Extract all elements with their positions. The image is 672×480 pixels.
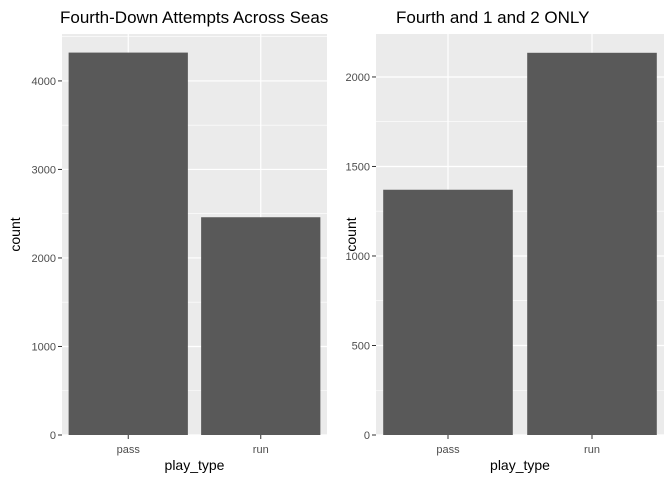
y-tick-label: 0 [50,430,56,442]
chart-title: Fourth and 1 and 2 ONLY [396,8,589,27]
chart-fourth-and-short: 0 500 1000 1500 2000 pass run play_type count Fou… [343,8,664,473]
x-tick-label: run [584,444,600,456]
y-axis-title: count [7,217,23,251]
bar-run [527,52,657,435]
x-tick-label: pass [436,444,460,456]
y-tick-label: 3000 [32,164,56,176]
x-tick-label: pass [117,444,141,456]
chart-fourth-down-attempts: 0 1000 2000 3000 4000 pass run play_type count Fo… [7,8,328,473]
y-tick-label: 500 [352,340,370,352]
y-tick-label: 0 [364,430,370,442]
y-axis-title: count [343,217,359,251]
x-axis-title: play_type [490,457,550,473]
bar-pass [383,189,513,435]
y-tick-label: 1000 [346,251,370,263]
y-tick-label: 2000 [346,72,370,84]
y-tick-label: 1000 [32,341,56,353]
x-axis-title: play_type [165,457,225,473]
y-tick-label: 1500 [346,161,370,173]
chart-title: Fourth-Down Attempts Across Seas [60,8,328,27]
x-tick-label: run [253,444,269,456]
bar-pass [68,52,188,435]
y-tick-label: 2000 [32,253,56,265]
y-tick-label: 4000 [32,76,56,88]
bar-run [201,217,321,435]
